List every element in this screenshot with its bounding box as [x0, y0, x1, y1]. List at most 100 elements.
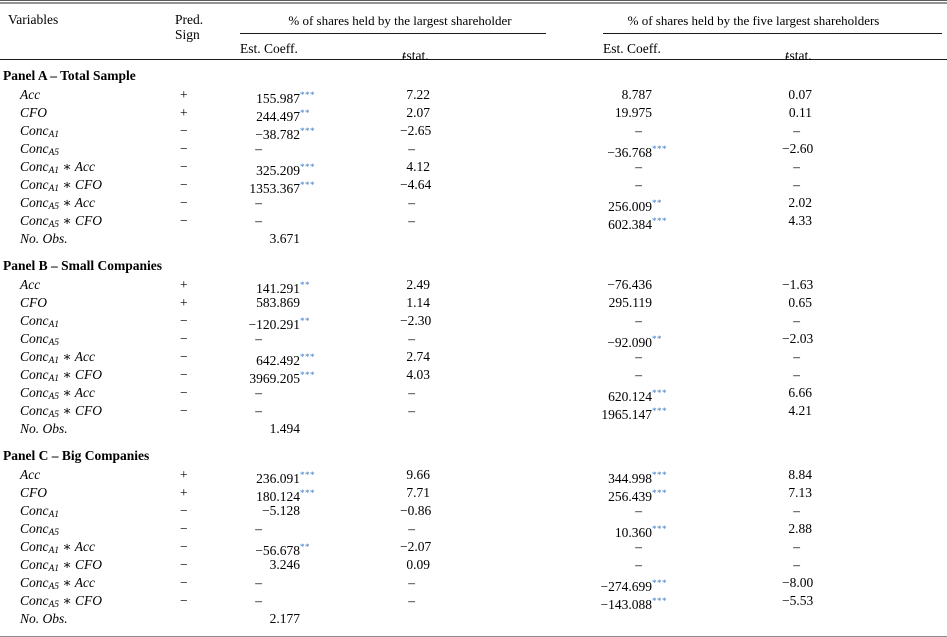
- tstat-largest-cell: −2.65: [400, 122, 560, 144]
- coef-five-largest-cell: 19.975: [560, 104, 760, 126]
- variable-name: Conc: [20, 159, 49, 174]
- significance-stars: ***: [300, 488, 315, 498]
- coef-largest-cell: −5.128: [240, 502, 400, 524]
- coef-largest-cell-value: 642.492: [256, 353, 300, 368]
- table-row: CFO +583.869 1.14 295.119 0.65: [0, 294, 947, 312]
- significance-stars: ***: [300, 180, 315, 190]
- tstat-largest-cell: 2.49: [400, 276, 560, 298]
- significance-stars: ***: [652, 596, 667, 606]
- variable-label: No. Obs.: [0, 420, 168, 438]
- significance-stars: ***: [652, 216, 667, 226]
- coef-five-largest-cell: [560, 610, 760, 628]
- pred-sign: −: [180, 349, 188, 364]
- variable-label: ConcA1 ∗ CFO: [0, 556, 168, 578]
- variable-subscript: A1: [48, 356, 60, 366]
- tstat-five-largest-cell: 2.88: [760, 520, 947, 542]
- tstat-five-largest-cell-value: 6.66: [788, 385, 812, 400]
- variable-name: Conc: [20, 521, 49, 536]
- header-rule: [0, 59, 947, 60]
- tstat-largest-cell-value: −2.07: [400, 539, 432, 554]
- tstat-five-largest-cell-value: –: [793, 123, 800, 138]
- pred-sign: −: [180, 557, 188, 572]
- coef-largest-cell-value: 141.291: [256, 281, 300, 296]
- significance-stars: **: [652, 198, 662, 208]
- significance-stars: **: [300, 280, 310, 290]
- variable-label: ConcA5 ∗ CFO: [0, 592, 168, 614]
- tstat-five-largest-cell: 4.33: [760, 212, 947, 234]
- variable-name: Conc: [20, 195, 49, 210]
- tstat-largest-cell: 4.03: [400, 366, 560, 388]
- tstat-largest-cell: [400, 230, 560, 248]
- coef-five-largest-cell: [560, 230, 760, 248]
- variable-subscript: A1: [48, 130, 60, 140]
- variable-name: Conc: [20, 593, 49, 608]
- tstat-five-largest-cell: –: [760, 176, 947, 198]
- pred-sign: −: [180, 159, 188, 174]
- pred-sign-cell: +: [168, 484, 240, 506]
- coef-largest-cell: 3969.205***: [240, 366, 400, 388]
- tstat-five-largest-cell: 0.11: [760, 104, 947, 126]
- tstat-largest-cell: [400, 420, 560, 438]
- coef-five-largest-cell-value: 256.439: [608, 489, 652, 504]
- tstat-five-largest-cell-value: –: [793, 159, 800, 174]
- table-row: ConcA5− – –10.360*** 2.88: [0, 520, 947, 540]
- significance-stars: ***: [652, 578, 667, 588]
- pred-line1: Pred.: [175, 12, 204, 27]
- variable-label: ConcA5 ∗ CFO: [0, 402, 168, 424]
- coef-largest-cell-value: –: [255, 213, 262, 228]
- variable-subscript: A1: [48, 166, 60, 176]
- coef-five-largest-cell: 256.009**: [560, 194, 760, 216]
- coef-largest-cell: −56.678**: [240, 538, 400, 560]
- coef-largest-cell: –: [240, 140, 400, 162]
- tstat-five-largest-cell: 0.07: [760, 86, 947, 108]
- tstat-largest-cell: 4.12: [400, 158, 560, 180]
- table-row: No. Obs. 2.177: [0, 610, 947, 628]
- tstat-largest-cell-value: 9.66: [406, 467, 430, 482]
- tstat-five-largest-cell-value: –: [793, 367, 800, 382]
- variable-name: Conc: [20, 331, 49, 346]
- variable-label: ConcA5: [0, 330, 168, 352]
- coef-largest-cell: 244.497**: [240, 104, 400, 126]
- significance-stars: ***: [300, 162, 315, 172]
- variable-label: CFO: [0, 104, 168, 126]
- variable-interaction: ∗ Acc: [59, 159, 95, 174]
- tstat-largest-cell: 2.07: [400, 104, 560, 126]
- coef-largest-cell: –: [240, 592, 400, 614]
- group1-rule: [240, 33, 546, 34]
- tstat-largest-cell: 2.74: [400, 348, 560, 370]
- variable-interaction: ∗ CFO: [59, 177, 102, 192]
- coef-largest-cell: 583.869: [240, 294, 400, 312]
- variable-name: CFO: [20, 485, 47, 500]
- variable-subscript: A1: [48, 184, 60, 194]
- coef-largest-cell-value: 180.124: [256, 489, 300, 504]
- coef-five-largest-cell: −76.436: [560, 276, 760, 298]
- significance-stars: **: [652, 334, 662, 344]
- table-row: ConcA5 ∗ CFO − – –602.384*** 4.33: [0, 212, 947, 232]
- table-row: ConcA1 ∗ CFO − 3.246 0.09 – –: [0, 556, 947, 574]
- variable-name: Acc: [20, 87, 41, 102]
- coef-five-largest-cell-value: −92.090: [607, 335, 652, 350]
- tstat-largest-cell: –: [400, 140, 560, 162]
- pred-sign: −: [180, 141, 188, 156]
- variable-interaction: ∗ Acc: [59, 195, 95, 210]
- coef-largest-cell-value: 3969.205: [249, 371, 300, 386]
- pred-sign-cell: −: [168, 212, 240, 234]
- group1-title: % of shares held by the largest sharehol…: [288, 13, 512, 28]
- table-row: ConcA1 ∗ Acc −325.209*** 4.12– –: [0, 158, 947, 178]
- pred-sign-cell: −: [168, 502, 240, 524]
- variable-subscript: A1: [48, 546, 60, 556]
- tstat-largest-cell: 7.71: [400, 484, 560, 506]
- pred-sign-cell: −: [168, 366, 240, 388]
- coef-largest-cell-value: 236.091: [256, 471, 300, 486]
- variable-name: Conc: [20, 385, 49, 400]
- coef-five-largest-cell: [560, 420, 760, 438]
- tstat-five-largest-cell-value: 7.13: [788, 485, 812, 500]
- tstat-five-largest-cell: −8.00: [760, 574, 947, 596]
- coef-five-largest-cell: –: [560, 348, 760, 370]
- panel-title: Panel A – Total Sample: [3, 68, 136, 83]
- tstat-largest-cell: –: [400, 212, 560, 234]
- table-row: No. Obs. 3.671: [0, 230, 947, 248]
- tstat-largest-cell-value: 1.14: [406, 295, 430, 310]
- tstat-five-largest-cell-value: −1.63: [782, 277, 814, 292]
- pred-sign: +: [180, 467, 188, 482]
